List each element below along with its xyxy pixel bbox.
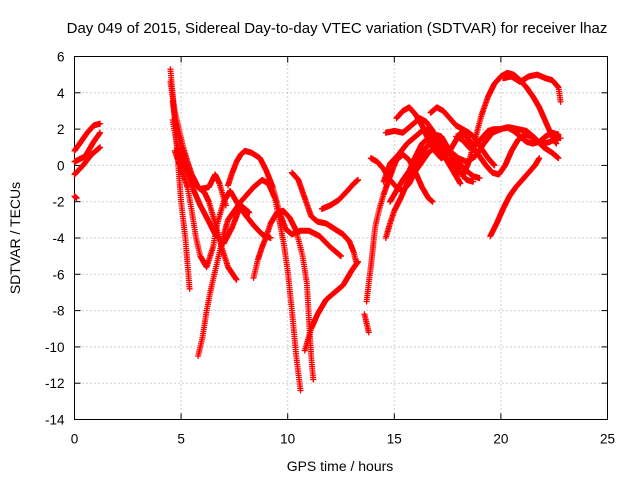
- x-tick-label: 0: [71, 432, 79, 447]
- series-arc-15: [318, 176, 362, 212]
- series-arc-23: [393, 104, 564, 178]
- x-axis-ticks: 0 5 10 15 20 25: [71, 56, 615, 447]
- x-tick-label: 20: [493, 432, 508, 447]
- data-point-markers: [71, 144, 104, 178]
- data-point-markers: [169, 98, 229, 209]
- data-point-markers: [487, 155, 543, 240]
- y-tick-label: -6: [52, 267, 64, 282]
- x-tick-label: 5: [177, 432, 185, 447]
- data-point-markers: [500, 71, 564, 105]
- series-arc-02: [71, 120, 104, 154]
- plot-frame: [74, 56, 608, 420]
- series-arc-27: [487, 155, 543, 240]
- data-point-markers: [71, 120, 104, 154]
- series-arc-12: [250, 207, 317, 383]
- series-arc-25: [453, 124, 562, 151]
- grid: [74, 56, 608, 420]
- series-arc-11: [225, 147, 344, 260]
- data-point-markers: [453, 124, 562, 151]
- series-arc-04: [71, 129, 104, 165]
- series-arc-28: [500, 71, 564, 105]
- series-arc-03: [71, 144, 104, 178]
- y-tick-label: -14: [45, 413, 65, 428]
- y-tick-label: -8: [52, 304, 64, 319]
- y-tick-label: 6: [57, 50, 65, 65]
- y-tick-label: -2: [52, 195, 64, 210]
- data-point-markers: [71, 193, 80, 202]
- y-tick-label: 0: [57, 158, 65, 173]
- x-axis-label: GPS time / hours: [287, 458, 394, 474]
- x-tick-label: 15: [387, 432, 402, 447]
- series-arc-14: [301, 258, 362, 354]
- data-point-markers: [250, 207, 317, 383]
- y-axis-label: SDTVAR / TECUs: [7, 182, 23, 294]
- x-tick-label: 10: [280, 432, 295, 447]
- data-point-markers: [363, 151, 436, 305]
- y-tick-label: 4: [57, 86, 65, 101]
- y-tick-label: -4: [52, 231, 64, 246]
- series-arc-13: [288, 169, 359, 265]
- data-point-markers: [71, 129, 104, 165]
- series-arc-01: [71, 193, 80, 202]
- data-point-markers: [318, 176, 362, 212]
- series-arc-17: [363, 151, 436, 305]
- chart-title: Day 049 of 2015, Sidereal Day-to-day VTE…: [67, 20, 608, 37]
- series-arc-16: [361, 311, 372, 336]
- y-tick-label: -12: [45, 376, 65, 391]
- x-tick-label: 25: [600, 432, 615, 447]
- data-point-markers: [301, 258, 362, 354]
- data-series: [71, 66, 564, 394]
- y-tick-label: -10: [45, 340, 65, 355]
- data-point-markers: [225, 147, 344, 260]
- data-point-markers: [288, 169, 359, 265]
- data-point-markers: [393, 104, 564, 178]
- y-tick-label: 2: [57, 122, 65, 137]
- data-point-markers: [361, 311, 372, 336]
- series-arc-08: [169, 98, 229, 209]
- y-axis-ticks: -14 -12 -10 -8 -6 -4 -2 0 2 4 6: [45, 50, 608, 428]
